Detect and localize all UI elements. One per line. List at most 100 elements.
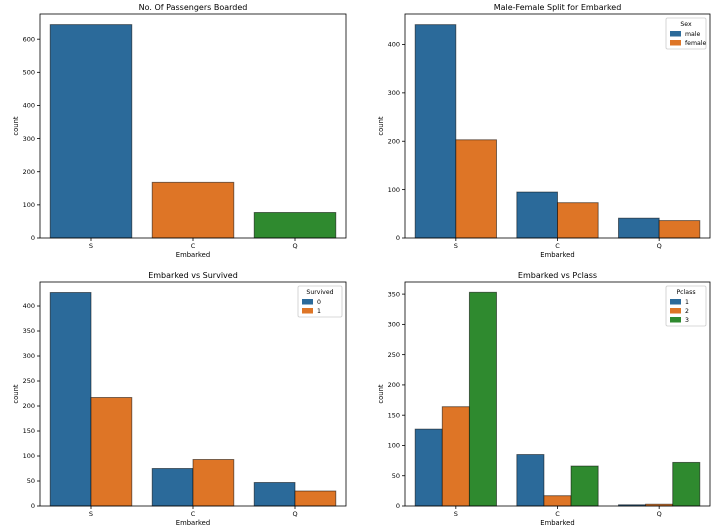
x-tick-label: C [555, 510, 560, 518]
legend: Survived 0 1 [297, 285, 343, 318]
legend-entry-label: 0 [317, 299, 321, 306]
subplot-2: 0 100 200 300 400 S C Q Male-Female Split for Em… [377, 3, 711, 259]
y-tick-label: 250 [23, 377, 35, 385]
y-tick-label: 200 [23, 168, 35, 176]
y-tick-label: 0 [31, 502, 35, 510]
y-tick-label: 0 [396, 234, 400, 242]
legend-swatch [670, 31, 681, 37]
legend-title: Sex [680, 21, 692, 28]
y-tick-label: 100 [23, 201, 35, 209]
y-tick-label: 50 [392, 472, 400, 480]
x-tick-label: Q [292, 242, 297, 250]
bar-S-series-3 [468, 291, 497, 507]
x-tick-label: S [89, 242, 93, 250]
legend-entry-label: 1 [685, 299, 689, 306]
y-tick-label: 300 [23, 135, 35, 143]
legend-swatch [670, 40, 681, 46]
y-tick-label: 350 [23, 327, 35, 335]
y-tick-label: 300 [388, 321, 400, 329]
legend-entry-label: male [685, 31, 701, 38]
bar-S [49, 24, 133, 239]
legend-swatch [670, 317, 681, 323]
x-tick-label: C [191, 510, 196, 518]
x-axis-label: Embarked [176, 251, 210, 259]
bar-C-series-1 [192, 459, 235, 507]
y-tick-label: 500 [23, 69, 35, 77]
bar-S-series-1 [90, 397, 133, 507]
bar-S-series-0 [49, 292, 92, 507]
bar-Q-series-1 [294, 490, 337, 507]
x-tick-label: S [454, 242, 458, 250]
bar-S-series-female [455, 139, 497, 239]
y-axis: 0 100 200 300 400 [388, 41, 405, 242]
legend-swatch [670, 308, 681, 314]
y-axis-label: count [12, 384, 20, 404]
legend-entry-label: 2 [685, 308, 689, 315]
y-tick-label: 0 [396, 502, 400, 510]
bar-S-series-1 [414, 428, 443, 507]
chart-title: No. Of Passengers Boarded [139, 3, 248, 12]
bar-C-series-male [516, 191, 558, 239]
legend-entry-label: female [685, 40, 707, 47]
legend-frame [665, 285, 707, 327]
legend-swatch [302, 308, 313, 314]
y-tick-label: 400 [388, 41, 400, 49]
y-tick-label: 300 [23, 352, 35, 360]
bar-Q-series-male [618, 217, 660, 239]
y-tick-label: 350 [388, 290, 400, 298]
y-tick-label: 0 [31, 234, 35, 242]
bar-Q [253, 212, 337, 239]
x-tick-label: C [555, 242, 560, 250]
chart-title: Embarked vs Survived [148, 271, 238, 280]
legend: Pclass 1 2 3 [665, 285, 707, 327]
subplot-1: 0 100 200 300 400 500 600 S C Q No. Of Passengers … [12, 3, 347, 259]
bar-C-series-female [557, 202, 599, 239]
y-axis-label: count [12, 116, 20, 136]
legend-entry-label: 3 [685, 317, 689, 324]
y-tick-label: 100 [388, 186, 400, 194]
bar-C-series-3 [570, 465, 599, 507]
y-axis: 0 100 200 300 400 500 600 [23, 35, 40, 242]
y-axis-label: count [377, 116, 385, 136]
bars [49, 292, 337, 507]
legend-swatch [670, 299, 681, 305]
x-tick-label: S [89, 510, 93, 518]
x-axis-label: Embarked [540, 251, 574, 259]
y-axis: 0 50 100 150 200 250 300 350 400 [23, 302, 40, 510]
y-tick-label: 150 [388, 411, 400, 419]
bar-Q-series-female [658, 220, 701, 239]
y-tick-label: 200 [388, 137, 400, 145]
bar-S-series-2 [441, 406, 470, 507]
y-tick-label: 50 [27, 477, 35, 485]
x-tick-label: C [191, 242, 196, 250]
bar-Q-series-0 [253, 482, 296, 507]
bars [49, 24, 337, 239]
y-axis: 0 50 100 150 200 250 300 350 [388, 290, 405, 510]
y-tick-label: 600 [23, 35, 35, 43]
bar-C-series-0 [151, 468, 194, 507]
y-tick-label: 300 [388, 89, 400, 97]
bar-C-series-2 [543, 495, 572, 507]
y-tick-label: 100 [388, 442, 400, 450]
y-tick-label: 400 [23, 302, 35, 310]
x-axis-label: Embarked [176, 519, 210, 527]
legend-swatch [302, 299, 313, 305]
legend-title: Survived [306, 289, 333, 296]
subplot-3: 0 50 100 150 200 250 300 350 400 S C Q Embarked vs S… [12, 271, 347, 527]
y-tick-label: 400 [23, 102, 35, 110]
bar-S-series-male [414, 24, 457, 239]
legend-entry-label: 1 [317, 308, 321, 315]
y-tick-label: 150 [23, 427, 35, 435]
x-tick-label: Q [657, 510, 662, 518]
chart-title: Embarked vs Pclass [518, 271, 597, 280]
x-tick-label: S [454, 510, 458, 518]
y-axis-label: count [377, 384, 385, 404]
y-tick-label: 200 [388, 381, 400, 389]
bar-C [151, 181, 235, 239]
